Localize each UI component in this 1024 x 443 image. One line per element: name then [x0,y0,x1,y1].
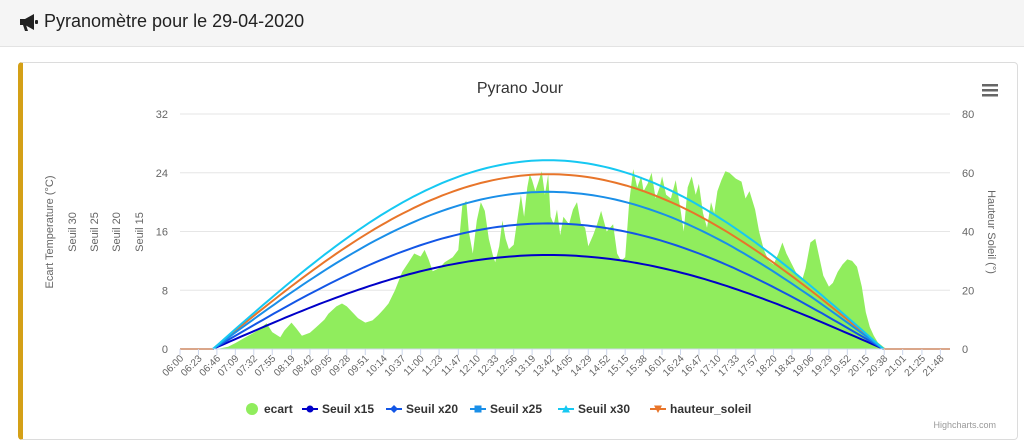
y-tick-label: 24 [156,168,168,180]
series-seuil-x20-line [212,222,884,350]
legend-item[interactable]: hauteur_soleil [650,402,751,416]
x-tick-label: 21:48 [921,353,947,379]
y-tick-label: 32 [156,109,168,121]
series-seuil-x30-line [212,159,885,350]
series-hauteur-soleil-line [180,173,950,350]
y-extra-axis-title: Seuil 20 [111,212,123,252]
series-seuil-x25-line [212,190,884,350]
legend-label: Seuil x25 [490,402,542,416]
page-title: Pyranomètre pour le 29-04-2020 [44,11,305,31]
legend-item[interactable]: Seuil x30 [558,402,630,416]
y-tick-label: 0 [162,344,168,356]
y-axis-title: Ecart Temperature (°C) [44,175,56,288]
legend-marker [474,405,482,413]
legend-label: Seuil x15 [322,402,374,416]
x-tick-label: 11:23 [420,353,445,378]
legend-marker [654,405,662,413]
legend-label: Seuil x30 [578,402,630,416]
y2-tick-label: 80 [962,109,974,121]
y2-tick-label: 0 [962,344,968,356]
legend-item[interactable]: Seuil x20 [386,402,458,416]
y-extra-axis-title: Seuil 30 [67,212,79,252]
y2-tick-label: 20 [962,285,974,297]
legend-label: Seuil x20 [406,402,458,416]
legend-item[interactable]: Seuil x25 [470,402,542,416]
page-header: Pyranomètre pour le 29-04-2020 [0,0,1024,47]
megaphone-icon [20,14,38,31]
legend-marker [306,405,314,413]
y2-tick-label: 60 [962,168,974,180]
y2-tick-label: 40 [962,227,974,239]
legend-marker [246,403,258,415]
legend-marker [562,405,570,413]
legend-marker [390,405,398,413]
legend-label: hauteur_soleil [670,402,751,416]
series-ecart-area [216,169,888,349]
y-extra-axis-title: Seuil 25 [89,212,101,252]
chart-credit[interactable]: Highcharts.com [933,420,996,430]
x-tick-label: 10:37 [383,353,409,379]
chart-title: Pyrano Jour [477,80,564,97]
legend-label: ecart [264,402,293,416]
y-tick-label: 8 [162,285,168,297]
y-extra-axis-title: Seuil 15 [134,212,146,252]
legend-item[interactable]: ecart [246,402,293,416]
legend-item[interactable]: Seuil x15 [302,402,374,416]
series-seuil-x15-line [212,254,884,350]
y2-axis-title: Hauteur Soleil (°) [985,190,997,274]
chart-menu-button[interactable] [982,84,998,97]
y-tick-label: 16 [156,227,168,239]
